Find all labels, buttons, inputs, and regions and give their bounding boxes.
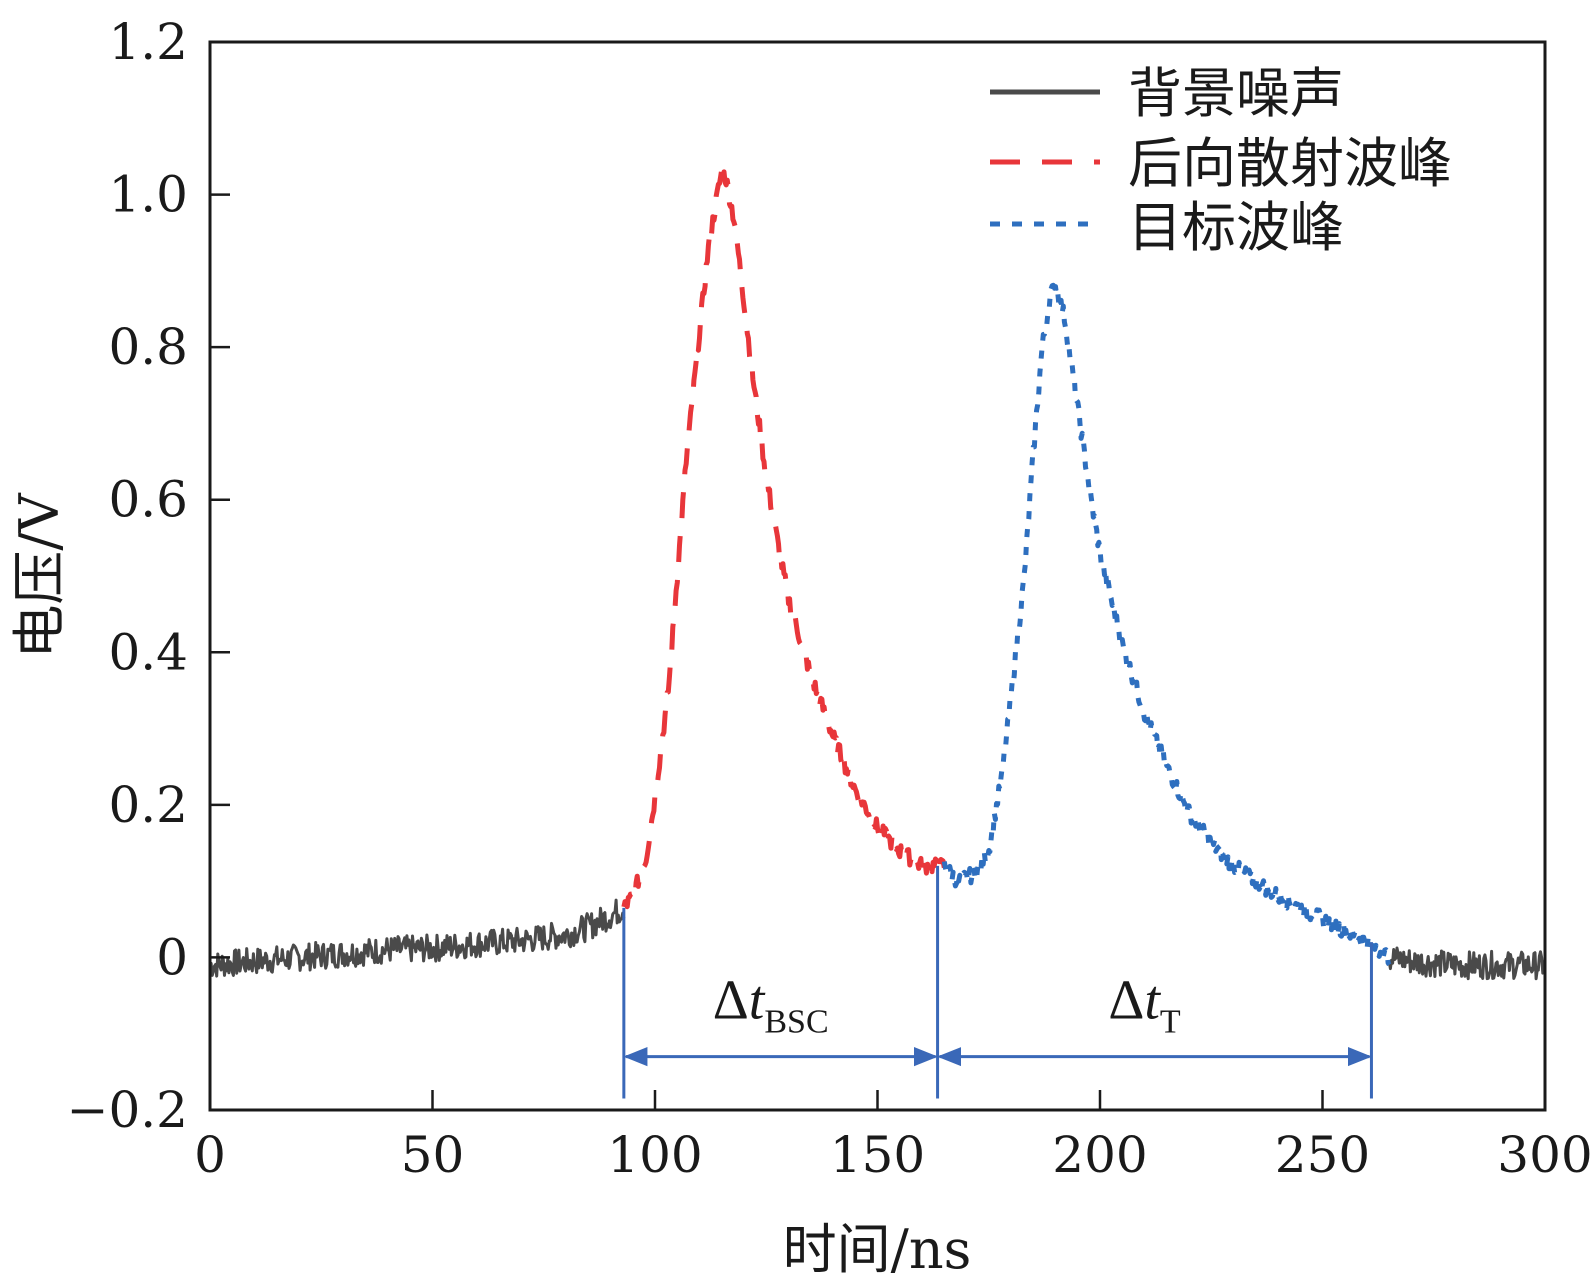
y-tick-label: 0 bbox=[156, 928, 188, 986]
series-line-2 bbox=[621, 166, 947, 910]
y-tick-label: 0.4 bbox=[108, 623, 188, 681]
x-tick-label: 200 bbox=[1052, 1126, 1147, 1184]
annotation-layer: ΔtBSC ΔtT bbox=[622, 865, 1373, 1099]
x-tick-label: 300 bbox=[1497, 1126, 1592, 1184]
legend: 背景噪声 后向散射波峰 目标波峰 bbox=[990, 62, 1452, 259]
series-layer bbox=[208, 166, 1547, 981]
x-tick-label: 100 bbox=[607, 1126, 702, 1184]
y-tick-label: 1.2 bbox=[108, 13, 188, 71]
x-tick-label: 0 bbox=[194, 1126, 226, 1184]
x-tick-label: 50 bbox=[401, 1126, 465, 1184]
y-tick-label: 0.2 bbox=[108, 776, 188, 834]
y-tick-label: 1.0 bbox=[108, 166, 188, 224]
x-axis-title: 时间/ns bbox=[783, 1218, 972, 1281]
interval-label-1: ΔtBSC bbox=[713, 969, 829, 1040]
x-tick-label: 150 bbox=[830, 1126, 925, 1184]
x-tick-labels: 0 50 100 150 200 250 300 bbox=[194, 1126, 1592, 1184]
legend-label-backscatter: 后向散射波峰 bbox=[1128, 132, 1452, 195]
x-tick-label: 250 bbox=[1275, 1126, 1370, 1184]
legend-label-noise: 背景噪声 bbox=[1128, 62, 1344, 125]
y-tick-label: 0.6 bbox=[108, 471, 188, 529]
series-line-3 bbox=[941, 282, 1392, 967]
interval-label-2: ΔtT bbox=[1108, 969, 1181, 1040]
series-line-1 bbox=[1387, 946, 1547, 981]
y-tick-labels: −0.2 0 0.2 0.4 0.6 0.8 1.0 1.2 bbox=[67, 13, 188, 1139]
y-axis-title: 电压/V bbox=[8, 492, 71, 658]
y-tick-label: −0.2 bbox=[67, 1081, 188, 1139]
legend-label-target: 目标波峰 bbox=[1128, 196, 1344, 259]
tick-marks bbox=[208, 40, 1547, 1112]
y-tick-label: 0.8 bbox=[108, 318, 188, 376]
series-line-1 bbox=[208, 898, 626, 978]
